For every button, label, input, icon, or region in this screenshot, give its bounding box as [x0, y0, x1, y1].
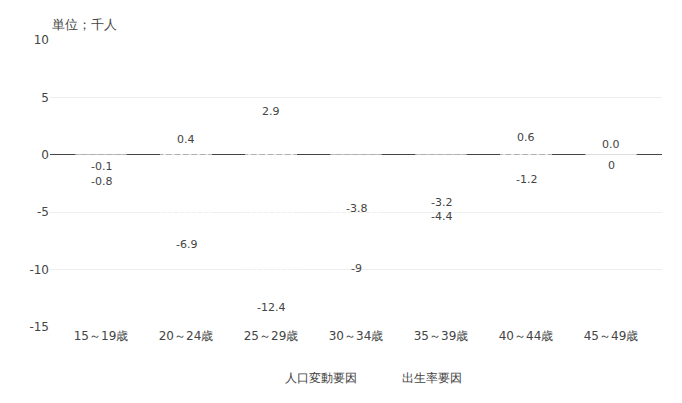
svg-text:25～29歳: 25～29歳	[244, 329, 299, 343]
svg-text:単位；千人: 単位；千人	[52, 17, 117, 32]
svg-text:0.0: 0.0	[602, 138, 620, 151]
svg-text:-15: -15	[29, 320, 49, 334]
svg-text:35～39歳: 35～39歳	[414, 329, 469, 343]
svg-text:0: 0	[41, 148, 49, 162]
svg-text:-0.1: -0.1	[91, 160, 112, 173]
svg-text:-6.9: -6.9	[176, 238, 197, 251]
svg-text:-5: -5	[37, 205, 49, 219]
svg-text:-1.2: -1.2	[516, 173, 537, 186]
svg-text:0.6: 0.6	[517, 131, 535, 144]
svg-text:-3.8: -3.8	[346, 202, 367, 215]
svg-text:出生率要因: 出生率要因	[402, 371, 462, 385]
svg-text:-12.4: -12.4	[257, 301, 285, 314]
svg-text:0.4: 0.4	[177, 133, 195, 146]
svg-text:-4.4: -4.4	[431, 210, 452, 223]
svg-text:45～49歳: 45～49歳	[584, 329, 639, 343]
svg-text:5: 5	[41, 91, 49, 105]
svg-text:30～34歳: 30～34歳	[329, 329, 384, 343]
svg-text:-9: -9	[351, 262, 362, 275]
svg-text:-3.2: -3.2	[431, 196, 452, 209]
svg-text:10: 10	[34, 33, 49, 47]
svg-text:2.9: 2.9	[262, 105, 280, 118]
svg-text:0: 0	[608, 159, 615, 172]
svg-text:20～24歳: 20～24歳	[159, 329, 214, 343]
svg-text:人口変動要因: 人口変動要因	[285, 371, 357, 385]
svg-text:-10: -10	[29, 263, 49, 277]
svg-text:15～19歳: 15～19歳	[74, 329, 129, 343]
svg-text:-0.8: -0.8	[91, 175, 112, 188]
svg-text:40～44歳: 40～44歳	[499, 329, 554, 343]
